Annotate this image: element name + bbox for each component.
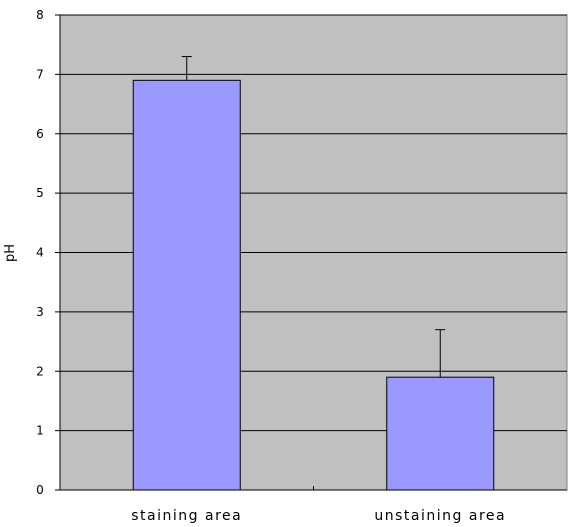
- y-tick-label: 3: [36, 305, 44, 319]
- y-tick-label: 1: [36, 424, 44, 438]
- bar: [386, 376, 495, 491]
- y-axis-title: pH: [3, 244, 18, 262]
- y-tick-label: 6: [36, 127, 44, 141]
- y-tick-label: 7: [36, 67, 44, 81]
- axes: [55, 14, 567, 491]
- x-tick-labels: staining area unstaining area: [131, 508, 506, 524]
- error-bars: [181, 56, 446, 378]
- y-tick-label: 4: [36, 246, 44, 260]
- x-tick-label: staining area: [131, 508, 242, 524]
- y-tick-label: 5: [36, 186, 44, 200]
- y-tick-label: 2: [36, 364, 44, 378]
- y-tick-label: 0: [36, 483, 44, 497]
- y-tick-labels: 0 1 2 3 4 5 6 7 8: [36, 8, 44, 497]
- x-tick-label: unstaining area: [374, 508, 506, 524]
- y-tick-label: 8: [36, 8, 44, 22]
- bar: [132, 79, 241, 491]
- bars: [132, 79, 495, 491]
